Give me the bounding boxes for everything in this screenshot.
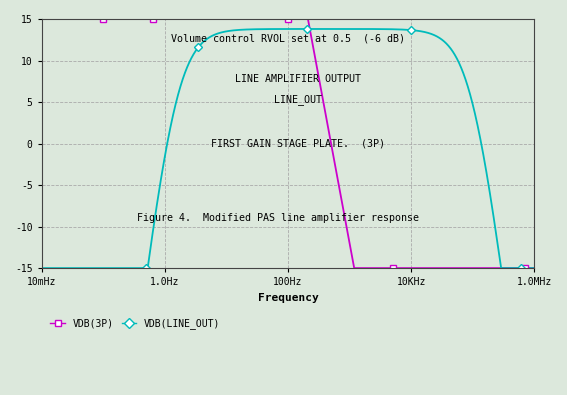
Legend: VDB(3P), VDB(LINE_OUT): VDB(3P), VDB(LINE_OUT) xyxy=(46,314,225,333)
Text: LINE_OUT: LINE_OUT xyxy=(274,94,322,105)
Text: Figure 4.  Modified PAS line amplifier response: Figure 4. Modified PAS line amplifier re… xyxy=(137,213,419,223)
Text: Volume control RVOL set at 0.5  (-6 dB): Volume control RVOL set at 0.5 (-6 dB) xyxy=(171,34,405,44)
X-axis label: Frequency: Frequency xyxy=(257,293,319,303)
Text: FIRST GAIN STAGE PLATE.  (3P): FIRST GAIN STAGE PLATE. (3P) xyxy=(211,139,385,149)
Text: LINE AMPLIFIER OUTPUT: LINE AMPLIFIER OUTPUT xyxy=(235,74,361,84)
